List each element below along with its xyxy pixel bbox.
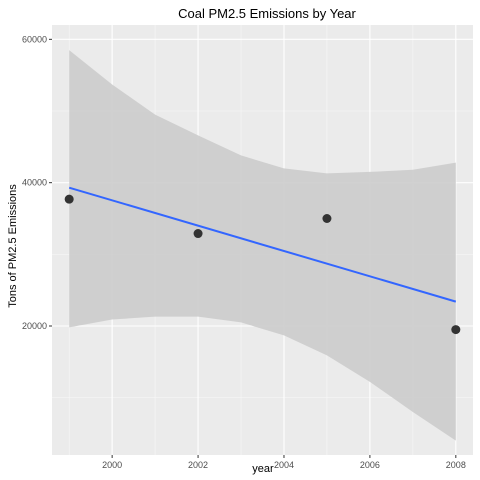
y-tick-label: 40000 — [22, 178, 47, 188]
data-point — [64, 194, 74, 204]
trend-line — [68, 186, 457, 303]
x-tick-label: 2000 — [102, 460, 122, 470]
data-point — [322, 214, 332, 223]
x-tick-label: 2004 — [274, 460, 294, 470]
y-tick-label: 20000 — [22, 321, 47, 331]
data-point — [451, 325, 461, 335]
data-point — [193, 229, 203, 239]
y-axis-ticks: 20000 40000 60000 — [22, 34, 52, 331]
points-layer — [64, 194, 461, 335]
chart-title: Coal PM2.5 Emissions by Year — [178, 6, 356, 21]
y-tick-label: 60000 — [22, 34, 47, 44]
trend-line-layer — [68, 186, 457, 303]
y-axis-title: Tons of PM2.5 Emissions — [7, 184, 19, 308]
x-tick-label: 2002 — [188, 460, 208, 470]
x-tick-label: 2008 — [446, 460, 466, 470]
x-tick-label: 2006 — [360, 460, 380, 470]
x-axis-title: year — [252, 463, 274, 475]
x-axis-ticks: 2000 2002 2004 2006 2008 — [102, 455, 466, 470]
